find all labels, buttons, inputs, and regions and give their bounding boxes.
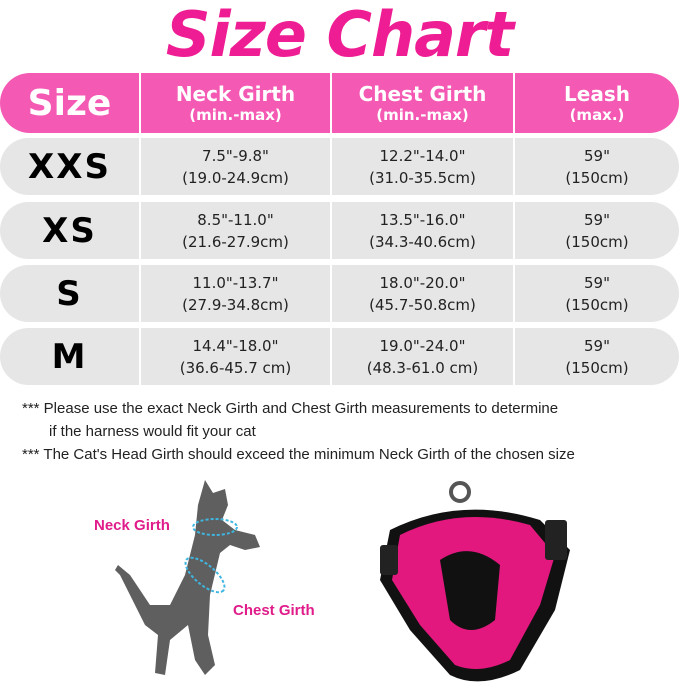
chest-cell: 12.2"-14.0" (31.0-35.5cm): [332, 138, 515, 195]
leash-inches: 59": [584, 146, 610, 165]
notes: *** Please use the exact Neck Girth and …: [22, 398, 575, 467]
leash-cell: 59" (150cm): [515, 202, 679, 259]
chest-cm: (34.3-40.6cm): [369, 232, 476, 251]
page-title: Size Chart: [165, 0, 514, 71]
size-cell: XS: [0, 202, 141, 259]
neck-cm: (36.6-45.7 cm): [179, 358, 292, 377]
header-chest-label: Chest Girth: [358, 82, 487, 106]
chest-inches: 18.0"-20.0": [379, 273, 466, 292]
header-neck-sub: (min.-max): [189, 106, 282, 124]
neck-cell: 7.5"-9.8" (19.0-24.9cm): [141, 138, 332, 195]
chest-cell: 13.5"-16.0" (34.3-40.6cm): [332, 202, 515, 259]
size-cell: XXS: [0, 138, 141, 195]
leash-cm: (150cm): [565, 358, 629, 377]
neck-cm: (19.0-24.9cm): [182, 168, 289, 187]
header-chest: Chest Girth (min.-max): [332, 73, 515, 133]
chest-cm: (31.0-35.5cm): [369, 168, 476, 187]
harness-opening: [440, 551, 500, 630]
leash-cell: 59" (150cm): [515, 328, 679, 385]
header-leash: Leash (max.): [515, 73, 679, 133]
chest-measure-ring: [184, 556, 226, 594]
neck-girth-label: Neck Girth: [94, 517, 170, 534]
buckle-icon: [545, 520, 567, 560]
size-label: S: [56, 273, 83, 314]
cat-silhouette-illustration: [115, 480, 260, 675]
neck-inches: 8.5"-11.0": [197, 210, 274, 229]
size-cell: M: [0, 328, 141, 385]
leash-cm: (150cm): [565, 168, 629, 187]
size-cell: S: [0, 265, 141, 322]
neck-inches: 7.5"-9.8": [202, 146, 269, 165]
neck-cell: 14.4"-18.0" (36.6-45.7 cm): [141, 328, 332, 385]
size-label: XS: [42, 210, 97, 251]
table-row: S 11.0"-13.7" (27.9-34.8cm) 18.0"-20.0" (4…: [0, 265, 679, 322]
size-label: M: [51, 336, 88, 377]
header-size: Size: [0, 73, 141, 133]
buckle-left-icon: [380, 545, 398, 575]
note-1-cont: if the harness would fit your cat: [49, 423, 256, 440]
header-leash-label: Leash: [564, 82, 630, 106]
chest-cm: (45.7-50.8cm): [369, 295, 476, 314]
note-2: *** The Cat's Head Girth should exceed t…: [22, 446, 575, 463]
cat-shape: [115, 480, 260, 675]
leash-cell: 59" (150cm): [515, 138, 679, 195]
header-neck: Neck Girth (min.-max): [141, 73, 332, 133]
neck-cell: 11.0"-13.7" (27.9-34.8cm): [141, 265, 332, 322]
header-leash-sub: (max.): [569, 106, 625, 124]
neck-cm: (21.6-27.9cm): [182, 232, 289, 251]
leash-cm: (150cm): [565, 295, 629, 314]
neck-inches: 11.0"-13.7": [192, 273, 279, 292]
chest-inches: 13.5"-16.0": [379, 210, 466, 229]
header-chest-sub: (min.-max): [376, 106, 469, 124]
header-size-label: Size: [27, 82, 112, 124]
chest-cell: 19.0"-24.0" (48.3-61.0 cm): [332, 328, 515, 385]
neck-inches: 14.4"-18.0": [192, 336, 279, 355]
chest-inches: 12.2"-14.0": [379, 146, 466, 165]
neck-cm: (27.9-34.8cm): [182, 295, 289, 314]
table-row: XS 8.5"-11.0" (21.6-27.9cm) 13.5"-16.0" (3…: [0, 202, 679, 259]
leash-inches: 59": [584, 336, 610, 355]
chest-cm: (48.3-61.0 cm): [366, 358, 479, 377]
header-neck-label: Neck Girth: [175, 82, 296, 106]
table-header: Size Neck Girth (min.-max) Chest Girth (mi…: [0, 73, 679, 133]
chest-inches: 19.0"-24.0": [379, 336, 466, 355]
chest-cell: 18.0"-20.0" (45.7-50.8cm): [332, 265, 515, 322]
leash-inches: 59": [584, 273, 610, 292]
table-row: XXS 7.5"-9.8" (19.0-24.9cm) 12.2"-14.0" (3…: [0, 138, 679, 195]
size-label: XXS: [28, 146, 111, 187]
table-row: M 14.4"-18.0" (36.6-45.7 cm) 19.0"-24.0" (…: [0, 328, 679, 385]
neck-measure-ring: [192, 518, 238, 536]
neck-cell: 8.5"-11.0" (21.6-27.9cm): [141, 202, 332, 259]
leash-cm: (150cm): [565, 232, 629, 251]
note-1: *** Please use the exact Neck Girth and …: [22, 400, 559, 417]
d-ring: [449, 481, 471, 503]
leash-inches: 59": [584, 210, 610, 229]
chest-girth-label: Chest Girth: [233, 602, 315, 619]
leash-cell: 59" (150cm): [515, 265, 679, 322]
harness-illustration: [380, 481, 570, 682]
